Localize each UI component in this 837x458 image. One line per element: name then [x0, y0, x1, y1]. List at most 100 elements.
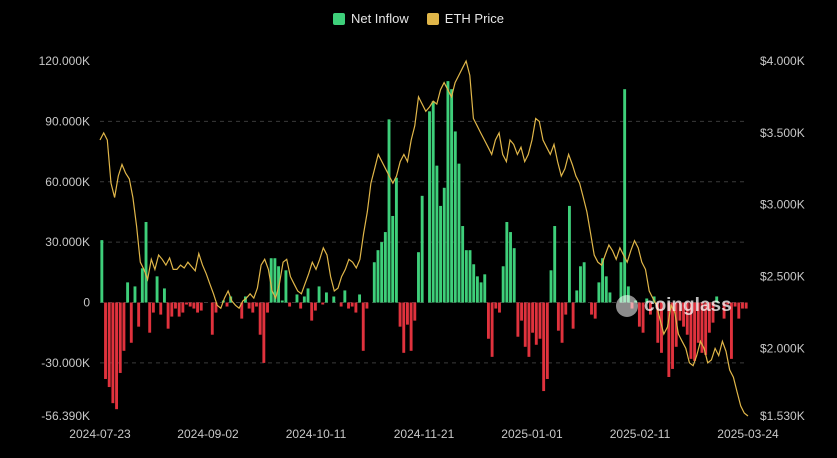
- net-inflow-bar[interactable]: [339, 302, 343, 307]
- net-inflow-bar[interactable]: [214, 302, 218, 313]
- net-inflow-bar[interactable]: [475, 276, 479, 303]
- net-inflow-bar[interactable]: [490, 302, 494, 357]
- net-inflow-bar[interactable]: [269, 258, 273, 303]
- net-inflow-bar[interactable]: [196, 302, 200, 313]
- net-inflow-bar[interactable]: [280, 300, 284, 303]
- net-inflow-bar[interactable]: [409, 302, 413, 351]
- net-inflow-bar[interactable]: [185, 302, 188, 305]
- net-inflow-bar[interactable]: [464, 250, 468, 303]
- net-inflow-bar[interactable]: [247, 302, 251, 309]
- net-inflow-bar[interactable]: [417, 252, 420, 303]
- net-inflow-bar[interactable]: [100, 240, 104, 303]
- net-inflow-bar[interactable]: [347, 302, 350, 309]
- net-inflow-bar[interactable]: [645, 298, 649, 303]
- net-inflow-bar[interactable]: [520, 302, 524, 321]
- net-inflow-bar[interactable]: [693, 302, 697, 361]
- net-inflow-bar[interactable]: [619, 262, 623, 303]
- net-inflow-bar[interactable]: [240, 302, 244, 319]
- net-inflow-bar[interactable]: [733, 302, 737, 307]
- net-inflow-bar[interactable]: [553, 226, 557, 303]
- net-inflow-bar[interactable]: [104, 302, 107, 379]
- net-inflow-bar[interactable]: [534, 302, 538, 345]
- net-inflow-bar[interactable]: [707, 302, 711, 333]
- net-inflow-bar[interactable]: [509, 232, 512, 303]
- net-inflow-bar[interactable]: [637, 302, 641, 327]
- net-inflow-bar[interactable]: [380, 242, 384, 303]
- net-inflow-bar[interactable]: [310, 302, 314, 321]
- net-inflow-bar[interactable]: [527, 302, 531, 357]
- net-inflow-bar[interactable]: [405, 302, 409, 325]
- net-inflow-bar[interactable]: [258, 302, 262, 335]
- net-inflow-bar[interactable]: [361, 302, 365, 351]
- net-inflow-bar[interactable]: [494, 302, 498, 309]
- net-inflow-bar[interactable]: [486, 302, 490, 339]
- net-inflow-bar[interactable]: [726, 302, 730, 305]
- net-inflow-bar[interactable]: [343, 290, 347, 303]
- net-inflow-bar[interactable]: [288, 302, 292, 307]
- net-inflow-bar[interactable]: [674, 302, 678, 347]
- net-inflow-bar[interactable]: [302, 296, 306, 303]
- net-inflow-bar[interactable]: [332, 296, 336, 303]
- net-inflow-bar[interactable]: [523, 302, 527, 347]
- net-inflow-bar[interactable]: [608, 292, 612, 303]
- net-inflow-bar[interactable]: [413, 302, 417, 321]
- net-inflow-bar[interactable]: [505, 222, 509, 303]
- net-inflow-bar[interactable]: [549, 270, 553, 303]
- net-inflow-bar[interactable]: [324, 292, 328, 303]
- net-inflow-bar[interactable]: [188, 302, 192, 307]
- net-inflow-bar[interactable]: [295, 294, 299, 303]
- net-inflow-bar[interactable]: [715, 296, 719, 303]
- net-inflow-bar[interactable]: [151, 302, 155, 313]
- net-inflow-bar[interactable]: [321, 302, 325, 305]
- eth-price-line[interactable]: [99, 59, 749, 417]
- net-inflow-bar[interactable]: [273, 258, 277, 303]
- net-inflow-bar[interactable]: [428, 111, 431, 303]
- net-inflow-bar[interactable]: [498, 302, 501, 313]
- net-inflow-bar[interactable]: [682, 302, 686, 327]
- net-inflow-bar[interactable]: [155, 276, 159, 303]
- net-inflow-bar[interactable]: [122, 302, 126, 351]
- net-inflow-bar[interactable]: [483, 274, 487, 303]
- net-inflow-bar[interactable]: [262, 302, 266, 363]
- net-inflow-bar[interactable]: [299, 302, 303, 309]
- net-inflow-bar[interactable]: [579, 266, 582, 303]
- net-inflow-bar[interactable]: [383, 232, 387, 303]
- net-inflow-bar[interactable]: [648, 302, 652, 315]
- net-inflow-bar[interactable]: [129, 302, 133, 343]
- net-inflow-bar[interactable]: [170, 302, 174, 317]
- net-inflow-bar[interactable]: [564, 302, 568, 315]
- net-inflow-bar[interactable]: [660, 302, 663, 353]
- net-inflow-bar[interactable]: [531, 302, 535, 333]
- net-inflow-bar[interactable]: [571, 302, 575, 329]
- net-inflow-bar[interactable]: [420, 195, 424, 303]
- net-inflow-bar[interactable]: [225, 302, 229, 307]
- net-inflow-bar[interactable]: [656, 302, 660, 343]
- net-inflow-bar[interactable]: [671, 302, 674, 369]
- net-inflow-bar[interactable]: [442, 187, 446, 303]
- net-inflow-bar[interactable]: [111, 302, 115, 404]
- net-inflow-bar[interactable]: [626, 286, 630, 303]
- net-inflow-bar[interactable]: [313, 302, 317, 311]
- net-inflow-bar[interactable]: [744, 302, 748, 309]
- net-inflow-bar[interactable]: [722, 302, 726, 319]
- net-inflow-bar[interactable]: [317, 286, 321, 303]
- net-inflow-bar[interactable]: [284, 270, 288, 303]
- net-inflow-bar[interactable]: [545, 302, 549, 379]
- net-inflow-bar[interactable]: [118, 302, 122, 373]
- net-inflow-bar[interactable]: [148, 302, 152, 333]
- net-inflow-bar[interactable]: [450, 89, 454, 303]
- legend-item-net-inflow[interactable]: Net Inflow: [332, 11, 409, 26]
- net-inflow-bar[interactable]: [354, 302, 358, 313]
- net-inflow-bar[interactable]: [457, 163, 461, 303]
- net-inflow-bar[interactable]: [144, 222, 148, 303]
- net-inflow-bars[interactable]: [100, 81, 748, 410]
- net-inflow-bar[interactable]: [210, 302, 214, 335]
- net-inflow-bar[interactable]: [685, 302, 689, 335]
- net-inflow-bar[interactable]: [560, 302, 564, 343]
- net-inflow-bar[interactable]: [372, 262, 376, 303]
- net-inflow-bar[interactable]: [439, 205, 443, 303]
- net-inflow-bar[interactable]: [350, 302, 354, 307]
- net-inflow-bar[interactable]: [604, 276, 608, 303]
- net-inflow-bar[interactable]: [391, 215, 395, 303]
- net-inflow-bar[interactable]: [162, 288, 166, 303]
